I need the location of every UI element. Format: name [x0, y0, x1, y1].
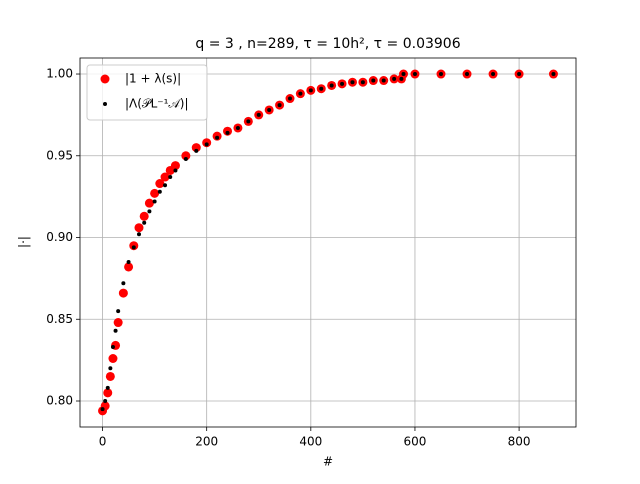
point [131, 245, 136, 250]
point [108, 353, 118, 363]
x-tick-label: 200 [195, 435, 218, 449]
point [215, 135, 220, 140]
point [147, 209, 152, 214]
x-axis-label: # [323, 455, 333, 469]
point [298, 91, 303, 96]
point [412, 72, 417, 77]
point [287, 96, 292, 101]
point [225, 130, 230, 135]
point [438, 72, 443, 77]
point [118, 288, 128, 298]
point [163, 183, 168, 188]
y-tick-label: 0.80 [46, 394, 73, 408]
point [152, 199, 157, 204]
legend-label: |Λ(𝒫L⁻¹𝒜)| [125, 97, 189, 111]
point [113, 318, 123, 328]
point [350, 80, 355, 85]
point [183, 157, 188, 162]
legend-label: |1 + λ(s)| [125, 72, 181, 86]
point [173, 168, 178, 173]
point [399, 76, 404, 81]
point [157, 189, 162, 194]
point [381, 78, 386, 83]
y-tick-label: 0.95 [46, 148, 73, 162]
point [181, 151, 191, 161]
point [517, 72, 522, 77]
point [329, 83, 334, 88]
point [124, 262, 134, 272]
point [235, 125, 240, 130]
y-tick-label: 0.85 [46, 312, 73, 326]
point [465, 72, 470, 77]
point [142, 220, 147, 225]
point [108, 366, 113, 371]
x-tick-label: 0 [99, 435, 107, 449]
point [491, 72, 496, 77]
x-tick-label: 600 [404, 435, 427, 449]
chart-title: q = 3 , n=289, τ = 10h², τ = 0.03906 [195, 36, 460, 52]
point [160, 172, 170, 182]
point [191, 143, 201, 153]
legend-box [86, 64, 208, 121]
point [267, 107, 272, 112]
point [144, 198, 154, 208]
legend-marker [103, 102, 107, 106]
point [256, 112, 261, 117]
point [308, 88, 313, 93]
point [168, 175, 173, 180]
point [319, 86, 324, 91]
point [113, 328, 118, 333]
point [170, 161, 180, 171]
y-tick-label: 0.90 [46, 230, 73, 244]
x-tick-label: 800 [508, 435, 531, 449]
point [392, 76, 397, 81]
point [110, 345, 115, 350]
point [360, 80, 365, 85]
point [401, 72, 406, 77]
x-tick-label: 400 [299, 435, 322, 449]
point [155, 179, 165, 189]
point [134, 223, 144, 233]
y-axis-label: |·| [17, 236, 31, 248]
point [551, 72, 556, 77]
point [246, 119, 251, 124]
plot-frame [79, 57, 577, 428]
point [194, 148, 199, 153]
point [277, 103, 282, 108]
point [103, 399, 108, 404]
point [150, 188, 160, 198]
point [139, 211, 149, 221]
point [340, 81, 345, 86]
point [116, 309, 121, 314]
legend-marker [100, 74, 110, 84]
y-tick-label: 1.00 [46, 67, 73, 81]
point [100, 407, 105, 412]
point [204, 142, 209, 147]
point [103, 388, 113, 398]
point [105, 371, 115, 381]
point [105, 385, 110, 390]
point [126, 260, 131, 265]
point [136, 232, 141, 237]
point [371, 78, 376, 83]
point [121, 281, 126, 286]
